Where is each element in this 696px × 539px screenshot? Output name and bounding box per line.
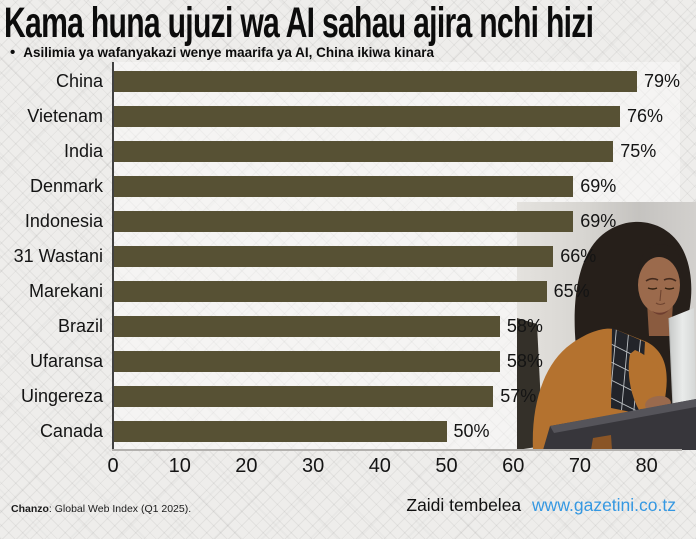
- bar-label: Marekani: [28, 281, 103, 301]
- x-axis-ticks: 0 10 20 30 40 50 60 70 80: [107, 453, 680, 481]
- bar-track: 58%: [113, 351, 680, 372]
- x-tick: 70: [568, 455, 592, 477]
- bar-label: Uingereza: [20, 386, 103, 406]
- bar-track: 75%: [113, 141, 680, 162]
- bar-value: 50%: [453, 421, 490, 441]
- bar-value: 69%: [580, 211, 617, 231]
- bar-value: 65%: [553, 281, 590, 301]
- bar-track: 76%: [113, 106, 680, 127]
- bar: [113, 176, 574, 197]
- bar-track: 69%: [113, 176, 680, 197]
- bar-row: Ufaransa 58%: [0, 344, 696, 379]
- bar-row: Marekani 65%: [0, 274, 696, 309]
- bar-label: Vietenam: [27, 106, 103, 126]
- bar-track: 65%: [113, 281, 680, 302]
- footer-brand: Zaidi tembelea www.gazetini.co.tz: [406, 495, 676, 516]
- bar-row: 31 Wastani 66%: [0, 239, 696, 274]
- page-title: Kama huna ujuzi wa AI sahau ajira nchi h…: [4, 0, 594, 47]
- bar: [113, 141, 614, 162]
- bar-row: Indonesia 69%: [0, 204, 696, 239]
- x-axis-line: [112, 449, 682, 451]
- bar-row: Brazil 58%: [0, 309, 696, 344]
- source-text: : Global Web Index (Q1 2025).: [48, 503, 192, 515]
- bar-chart: China 79% Vietenam 76% India 75% Denmark…: [0, 64, 696, 449]
- x-tick: 60: [502, 455, 525, 477]
- photo-face: [638, 257, 680, 313]
- bar: [113, 386, 494, 407]
- bar-track: 79%: [113, 71, 680, 92]
- bar-row: Uingereza 57%: [0, 379, 696, 414]
- chart-subtitle: • Asilimia ya wafanyakazi wenye maarifa …: [10, 45, 434, 60]
- bar-value: 69%: [580, 176, 617, 196]
- bar-track: 50%: [113, 421, 680, 442]
- x-tick: 0: [107, 455, 119, 477]
- photo-hairline: [637, 244, 683, 278]
- bar-value: 76%: [626, 106, 663, 126]
- bar-label: China: [55, 71, 103, 91]
- bullet-icon: •: [10, 44, 16, 61]
- bar-value: 79%: [643, 71, 680, 91]
- x-tick: 10: [168, 455, 191, 477]
- bar-label: 31 Wastani: [13, 246, 103, 266]
- bar-label: Brazil: [57, 316, 103, 336]
- bar-label: Canada: [39, 421, 103, 441]
- x-tick: 50: [435, 455, 458, 477]
- bar: [113, 211, 574, 232]
- chart-subtitle-text: Asilimia ya wafanyakazi wenye maarifa ya…: [23, 45, 434, 60]
- bar: [113, 351, 500, 372]
- bar-value: 75%: [620, 141, 657, 161]
- bar-value: 66%: [560, 246, 597, 266]
- y-axis-line: [112, 62, 114, 450]
- bar-label: Indonesia: [24, 211, 103, 231]
- bar: [113, 281, 547, 302]
- bar-track: 58%: [113, 316, 680, 337]
- bar-row: India 75%: [0, 134, 696, 169]
- x-tick: 30: [301, 455, 325, 477]
- bar-row: Canada 50%: [0, 414, 696, 449]
- bar-value: 58%: [506, 351, 543, 371]
- bar-row: Denmark 69%: [0, 169, 696, 204]
- bar: [113, 71, 637, 92]
- x-tick: 20: [235, 455, 258, 477]
- bar: [113, 316, 500, 337]
- bar-row: China 79%: [0, 64, 696, 99]
- footer-text: Zaidi tembelea: [406, 495, 522, 515]
- bar-track: 69%: [113, 211, 680, 232]
- bar-track: 57%: [113, 386, 680, 407]
- bar-label: India: [63, 141, 103, 161]
- bar-track: 66%: [113, 246, 680, 267]
- bar: [113, 246, 554, 267]
- photo-woman-laptop: [517, 202, 696, 450]
- bar-label: Ufaransa: [29, 351, 103, 371]
- bar-row: Vietenam 76%: [0, 99, 696, 134]
- source-label: Chanzo: [11, 503, 49, 515]
- bar: [113, 421, 447, 442]
- bar-value: 57%: [500, 386, 537, 406]
- bar-value: 58%: [506, 316, 543, 336]
- source-note: Chanzo: Global Web Index (Q1 2025).: [11, 503, 191, 515]
- photo-arm: [628, 350, 666, 410]
- photo-laptop-screen: [669, 308, 696, 430]
- x-tick: 40: [368, 455, 391, 477]
- x-tick: 80: [635, 455, 658, 477]
- bar: [113, 106, 620, 127]
- chart-rows: China 79% Vietenam 76% India 75% Denmark…: [0, 64, 696, 449]
- bar-label: Denmark: [29, 176, 103, 196]
- website-link[interactable]: www.gazetini.co.tz: [532, 495, 676, 515]
